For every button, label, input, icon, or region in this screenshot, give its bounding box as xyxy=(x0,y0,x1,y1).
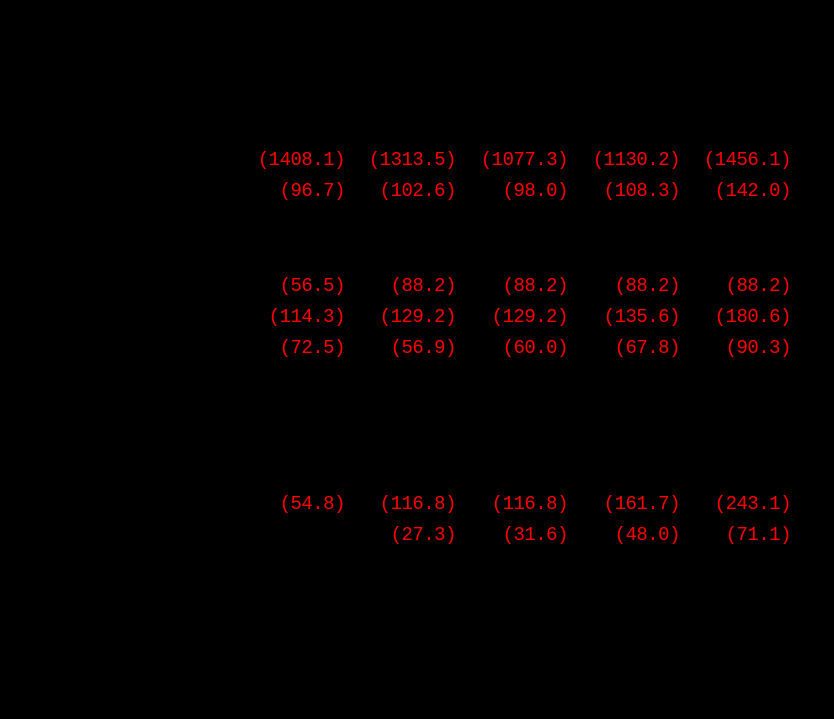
table-cell: (102.6) xyxy=(379,180,457,202)
table-cell: (88.2) xyxy=(614,275,681,297)
table-cell: (1130.2) xyxy=(592,149,681,171)
table-cell: (67.8) xyxy=(614,337,681,359)
table-cell: (135.6) xyxy=(603,306,681,328)
table-row: (54.8) (116.8) (116.8) (161.7) (243.1) xyxy=(0,493,834,515)
table-cell: (88.2) xyxy=(502,275,569,297)
table-row: (114.3) (129.2) (129.2) (135.6) (180.6) xyxy=(0,306,834,328)
table-cell: (88.2) xyxy=(725,275,792,297)
table-cell: (114.3) xyxy=(268,306,346,328)
table-cell: (31.6) xyxy=(502,524,569,546)
table-cell: (56.9) xyxy=(390,337,457,359)
table-cell: (1456.1) xyxy=(703,149,792,171)
table-cell: (90.3) xyxy=(725,337,792,359)
table-cell: (96.7) xyxy=(279,180,346,202)
table-cell: (60.0) xyxy=(502,337,569,359)
table-cell: (142.0) xyxy=(714,180,792,202)
table-cell: (54.8) xyxy=(279,493,346,515)
table-cell: (243.1) xyxy=(714,493,792,515)
table-row: (72.5) (56.9) (60.0) (67.8) (90.3) xyxy=(0,337,834,359)
table-cell: (161.7) xyxy=(603,493,681,515)
table-cell: (108.3) xyxy=(603,180,681,202)
table-cell: (98.0) xyxy=(502,180,569,202)
table-cell: (129.2) xyxy=(379,306,457,328)
table-row: (1408.1) (1313.5) (1077.3) (1130.2) (145… xyxy=(0,149,834,171)
table-cell: (1077.3) xyxy=(480,149,569,171)
table-cell: (48.0) xyxy=(614,524,681,546)
table-cell: (56.5) xyxy=(279,275,346,297)
table-cell: (72.5) xyxy=(279,337,346,359)
table-cell: (1408.1) xyxy=(257,149,346,171)
table-cell: (1313.5) xyxy=(368,149,457,171)
table-cell: (116.8) xyxy=(491,493,569,515)
table-row: (27.3) (31.6) (48.0) (71.1) xyxy=(0,524,834,546)
table-cell: (116.8) xyxy=(379,493,457,515)
table-cell: (129.2) xyxy=(491,306,569,328)
table-cell: (180.6) xyxy=(714,306,792,328)
table-cell: (27.3) xyxy=(390,524,457,546)
table-row: (56.5) (88.2) (88.2) (88.2) (88.2) xyxy=(0,275,834,297)
table-cell: (88.2) xyxy=(390,275,457,297)
table-row: (96.7) (102.6) (98.0) (108.3) (142.0) xyxy=(0,180,834,202)
table-cell: (71.1) xyxy=(725,524,792,546)
